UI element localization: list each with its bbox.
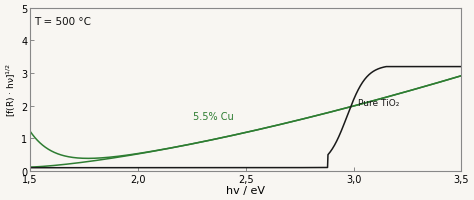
Y-axis label: [f(R) · hν]$^{1/2}$: [f(R) · hν]$^{1/2}$ <box>5 63 18 117</box>
Text: T = 500 °C: T = 500 °C <box>35 17 91 27</box>
Text: Pure TiO₂: Pure TiO₂ <box>358 98 399 107</box>
Text: 5.5% Cu: 5.5% Cu <box>193 111 234 121</box>
X-axis label: hv / eV: hv / eV <box>226 185 265 195</box>
